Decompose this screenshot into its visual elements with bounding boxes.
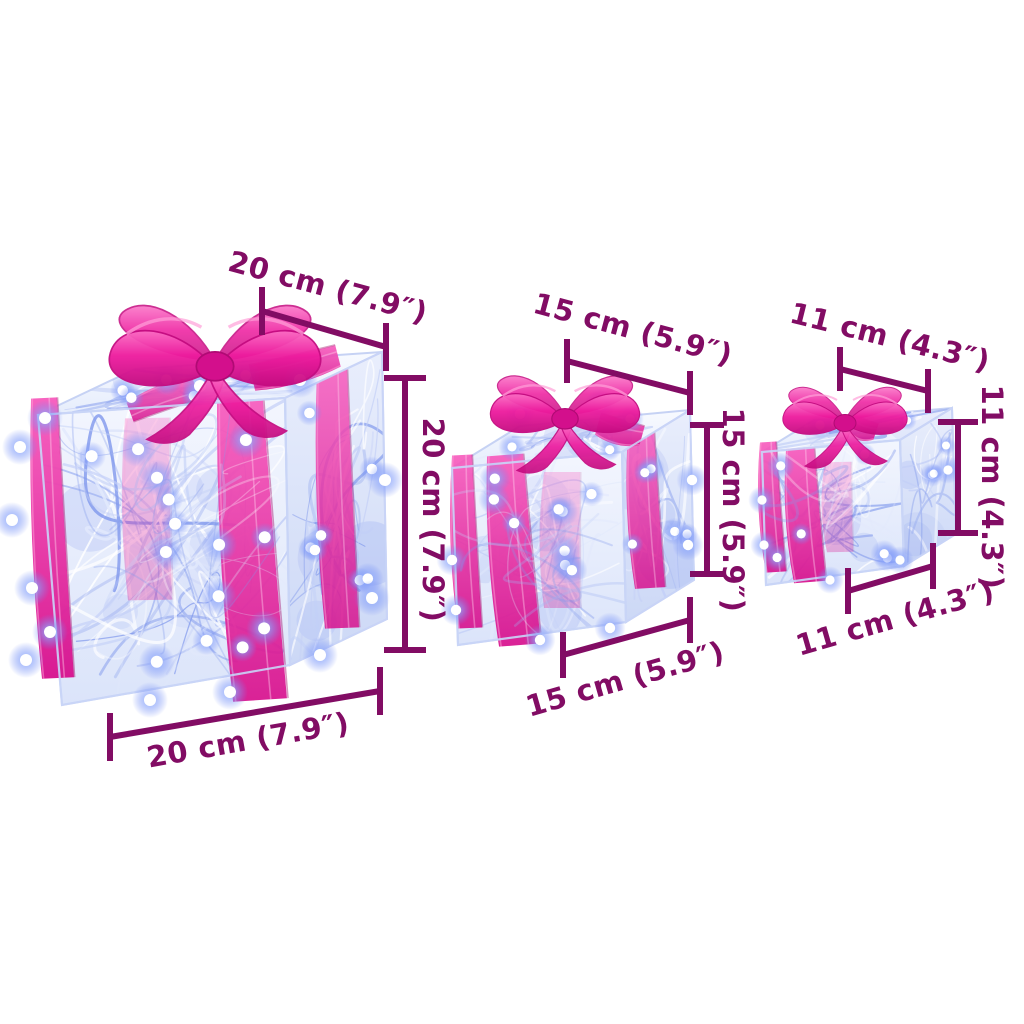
gift-box-medium xyxy=(436,375,708,656)
dimension-line-large-bottom xyxy=(107,667,383,761)
ribbon-bow xyxy=(108,304,322,444)
led-lights xyxy=(748,410,962,594)
ribbon-band xyxy=(821,461,855,553)
dimension-label-large-height: 20 cm (7.9″) xyxy=(416,417,450,623)
dimension-line-large-height xyxy=(384,375,426,653)
dimension-line-medium-bottom xyxy=(560,597,693,678)
ribbon-band xyxy=(450,454,484,629)
dimension-label-small-height: 11 cm (4.3″) xyxy=(975,384,1009,590)
dimension-line-large-top xyxy=(259,287,389,371)
dimension-line-small-height xyxy=(938,419,978,536)
ribbon-bow xyxy=(489,375,641,474)
dimension-line-small-bottom xyxy=(845,543,936,614)
dimension-line-medium-top xyxy=(564,339,693,415)
gift-box-large xyxy=(0,304,403,718)
ribbon-bow xyxy=(782,386,908,469)
led-lights xyxy=(436,389,708,656)
dimension-label-medium-height: 15 cm (5.9″) xyxy=(716,407,750,613)
dimension-line-small-top xyxy=(837,347,931,413)
dimension-line-medium-height xyxy=(690,422,724,577)
